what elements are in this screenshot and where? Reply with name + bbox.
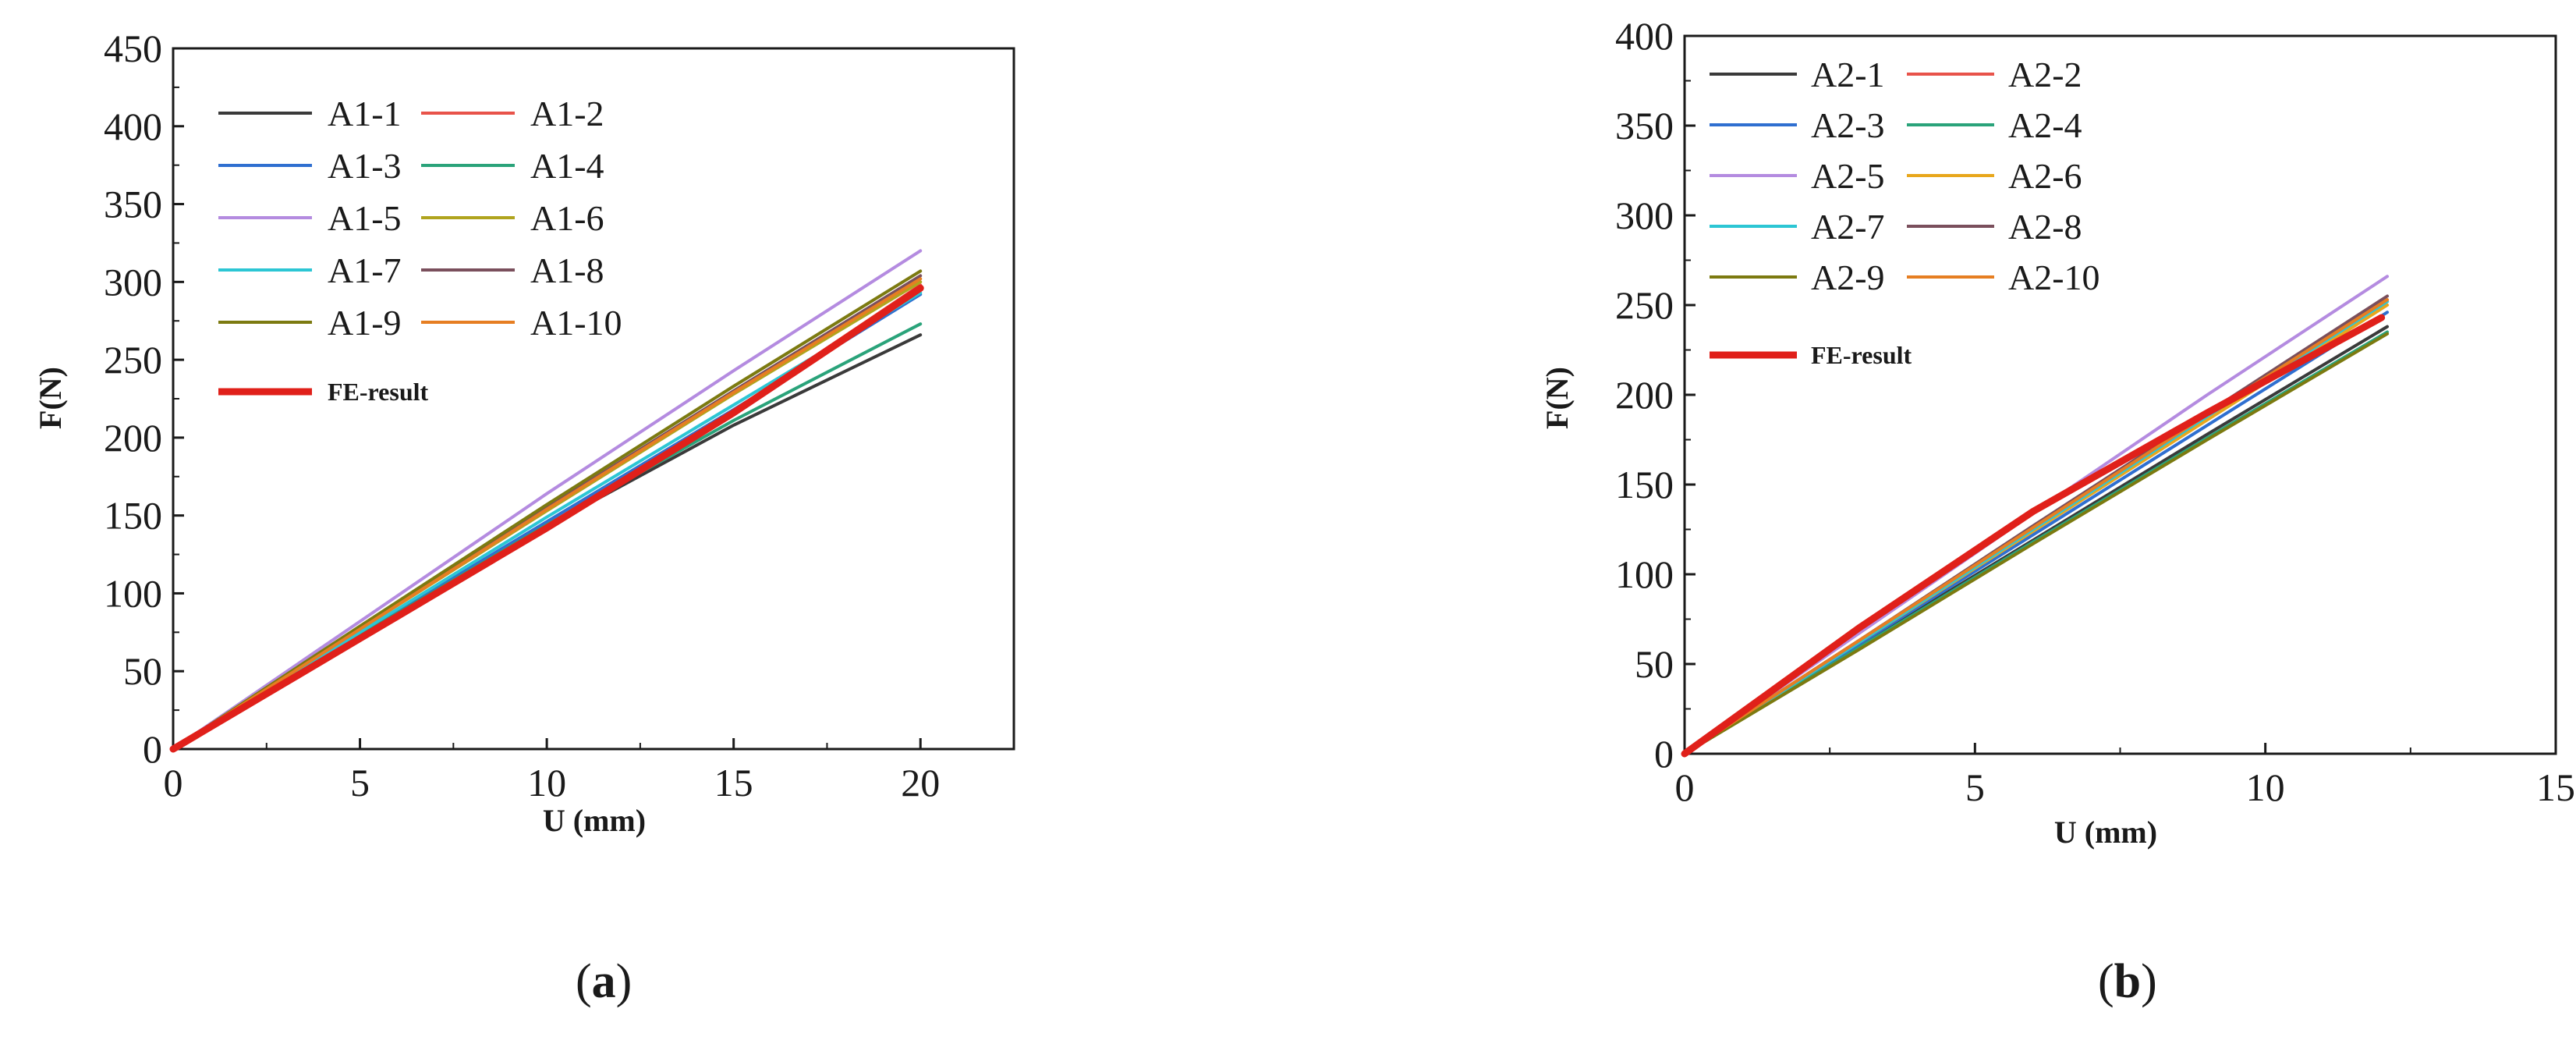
legend-label-a1-9: A1-9: [328, 303, 402, 343]
x-tick-label: 0: [1675, 765, 1695, 809]
legend-label-fe-result: FE-result: [1811, 341, 1912, 369]
legend-label-fe-result: FE-result: [328, 378, 429, 406]
legend: A2-1 A2-2 A2-3 A2-4 A2-5 A2-6 A2-7 A2-8 A2-9 A2-1…: [1710, 55, 2100, 369]
legend-label-a2-6: A2-6: [2008, 156, 2082, 196]
y-tick-label: 200: [1615, 373, 1674, 417]
legend-label-a2-7: A2-7: [1811, 207, 1885, 247]
x-tick-label: 10: [527, 761, 566, 804]
series-line-a1-5: [172, 249, 923, 751]
y-tick-label: 150: [104, 494, 162, 538]
y-tick-label: 350: [104, 183, 162, 226]
legend-label-a1-5: A1-5: [328, 198, 402, 238]
legend-label-a1-6: A1-6: [530, 198, 604, 238]
series-line-a2-5: [1683, 275, 2389, 755]
legend-label-a2-5: A2-5: [1811, 156, 1885, 196]
legend-label-a1-7: A1-7: [328, 250, 402, 290]
series-line-fe-result: [1681, 314, 2386, 758]
panel-label: (b): [2098, 955, 2157, 1008]
y-tick-label: 300: [104, 260, 162, 304]
y-tick-label: 400: [1615, 14, 1674, 58]
y-tick-label: 150: [1615, 463, 1674, 506]
y-tick-label: 50: [123, 649, 162, 693]
series-line-a1-9: [172, 269, 923, 751]
legend-label-a2-4: A2-4: [2008, 105, 2082, 145]
y-tick-label: 400: [104, 105, 162, 148]
legend-label-a2-2: A2-2: [2008, 55, 2082, 94]
series-line-fe-result: [169, 284, 924, 753]
series-line-a2-9: [1683, 332, 2389, 755]
y-tick-label: 450: [104, 27, 162, 70]
legend: A1-1 A1-2 A1-3 A1-4 A1-5 A1-6 A1-7 A1-8 A1-9 A1-1…: [218, 94, 622, 406]
y-tick-label: 300: [1615, 194, 1674, 237]
x-tick-label: 20: [901, 761, 940, 804]
series-line-a2-10: [1683, 298, 2389, 755]
y-tick-label: 350: [1615, 104, 1674, 147]
y-tick-label: 250: [1615, 283, 1674, 327]
series-line-a1-1: [172, 333, 923, 751]
y-tick-label: 50: [1635, 642, 1674, 686]
legend-label-a2-1: A2-1: [1811, 55, 1885, 94]
x-axis-title: U (mm): [543, 803, 646, 838]
panel-label: (a): [576, 955, 632, 1008]
legend-label-a1-10: A1-10: [530, 303, 622, 343]
legend-label-a1-1: A1-1: [328, 94, 402, 133]
y-tick-label: 0: [143, 727, 162, 771]
y-tick-label: 200: [104, 416, 162, 460]
x-tick-label: 10: [2246, 765, 2285, 809]
legend-label-a2-3: A2-3: [1811, 105, 1885, 145]
x-tick-label: 15: [714, 761, 753, 804]
x-tick-label: 15: [2536, 765, 2575, 809]
x-axis-title: U (mm): [2054, 815, 2157, 850]
y-axis-title: F(N): [1540, 367, 1575, 429]
y-tick-label: 100: [104, 571, 162, 615]
legend-label-a1-3: A1-3: [328, 146, 402, 186]
y-tick-label: 250: [104, 338, 162, 382]
x-tick-label: 5: [350, 761, 370, 804]
y-tick-label: 0: [1654, 732, 1674, 776]
legend-label-a2-10: A2-10: [2008, 257, 2100, 297]
y-axis-title: F(N): [33, 367, 68, 429]
x-tick-label: 5: [1965, 765, 1985, 809]
x-tick-label: 0: [164, 761, 183, 804]
legend-label-a1-8: A1-8: [530, 250, 604, 290]
legend-label-a2-8: A2-8: [2008, 207, 2082, 247]
y-tick-label: 100: [1615, 552, 1674, 596]
series-line-a1-10: [172, 277, 923, 751]
legend-label-a1-2: A1-2: [530, 94, 604, 133]
legend-label-a2-9: A2-9: [1811, 257, 1885, 297]
legend-label-a1-4: A1-4: [530, 146, 604, 186]
